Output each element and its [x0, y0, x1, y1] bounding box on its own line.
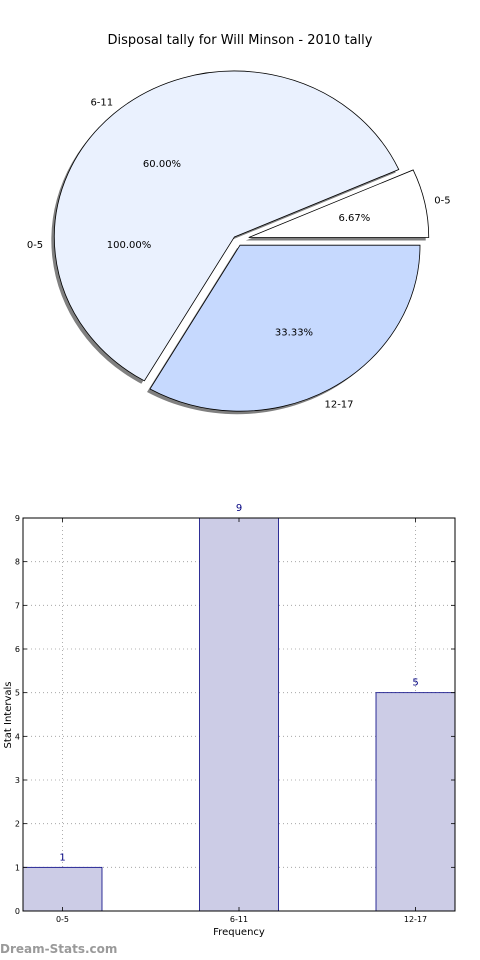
pie-slice-label: 6-11 — [90, 97, 113, 108]
y-tick-label: 3 — [15, 776, 20, 785]
y-tick-label: 2 — [15, 820, 20, 829]
pie-labels: 0-5 6.67% 6-11 60.00% 12-17 33.33% 0-5 100.00% — [27, 97, 451, 410]
bar-chart-bars — [22, 517, 456, 912]
bar-chart-value-labels: 1 9 5 — [59, 503, 418, 863]
pie-slice-12-17 — [149, 244, 421, 412]
pie-slice-6-11 — [53, 70, 400, 382]
y-tick-label: 4 — [15, 732, 20, 741]
bar-value-label: 9 — [236, 503, 242, 514]
bar-chart: 0 1 2 3 4 5 6 7 8 9 0-5 6-11 12-17 1 9 5 Frequency Sta… — [3, 503, 456, 938]
bar-6-11 — [199, 517, 279, 912]
pie-chart: Disposal tally for Will Minson - 2010 ta… — [27, 33, 451, 415]
bar-chart-ticks: 0 1 2 3 4 5 6 7 8 9 0-5 6-11 12-17 — [15, 514, 455, 924]
bar-chart-x-axis-label: Frequency — [213, 927, 265, 938]
bar-value-label: 5 — [412, 678, 418, 689]
watermark: Dream-Stats.com — [0, 942, 118, 956]
y-tick-label: 7 — [15, 601, 20, 610]
x-tick-label: 0-5 — [56, 915, 69, 924]
pie-slice-label: 0-5 — [434, 196, 450, 207]
pie-chart-title: Disposal tally for Will Minson - 2010 ta… — [108, 33, 373, 48]
x-tick-label: 12-17 — [404, 915, 427, 924]
pie-extra-label: 0-5 — [27, 240, 43, 251]
y-tick-label: 8 — [15, 558, 20, 567]
y-tick-label: 1 — [15, 863, 20, 872]
pie-slice-percent: 6.67% — [339, 213, 371, 224]
bar-12-17 — [375, 692, 456, 912]
bar-value-label: 1 — [59, 852, 65, 863]
y-tick-label: 5 — [15, 689, 20, 698]
pie-slice-percent: 60.00% — [143, 159, 181, 170]
pie-extra-label: 100.00% — [107, 240, 152, 251]
pie-slices — [53, 70, 430, 412]
pie-slice-0-5 — [248, 169, 430, 238]
pie-slice-percent: 33.33% — [275, 327, 313, 338]
y-tick-label: 0 — [15, 907, 20, 916]
bar-0-5 — [22, 866, 103, 912]
x-tick-label: 6-11 — [230, 915, 248, 924]
bar-chart-y-axis-label: Stat Intervals — [3, 681, 14, 748]
pie-slice-label: 12-17 — [324, 399, 353, 410]
y-tick-label: 9 — [15, 514, 20, 523]
y-tick-label: 6 — [15, 645, 20, 654]
